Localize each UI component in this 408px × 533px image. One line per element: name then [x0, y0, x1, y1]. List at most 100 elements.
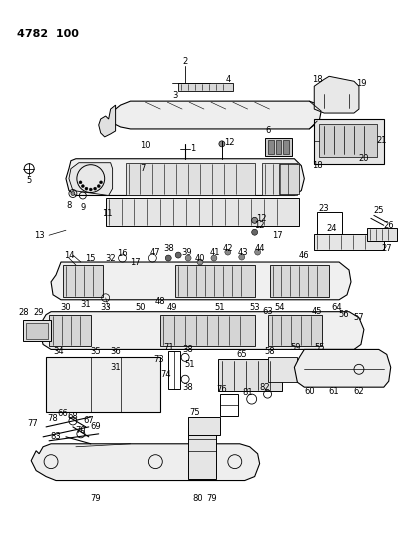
- Circle shape: [219, 141, 225, 147]
- Bar: [126, 163, 255, 196]
- Bar: [284, 140, 289, 154]
- Polygon shape: [66, 159, 304, 196]
- Polygon shape: [31, 444, 259, 481]
- Circle shape: [97, 184, 100, 188]
- Circle shape: [252, 229, 257, 235]
- Text: 11: 11: [102, 209, 113, 218]
- Bar: [175, 265, 255, 297]
- Text: 56: 56: [339, 310, 349, 319]
- Polygon shape: [99, 105, 115, 137]
- Text: 55: 55: [314, 343, 324, 352]
- Bar: [270, 265, 329, 297]
- Circle shape: [252, 217, 257, 223]
- Polygon shape: [69, 163, 113, 196]
- Text: 71: 71: [163, 343, 173, 352]
- Text: 12: 12: [256, 214, 267, 223]
- Text: 35: 35: [91, 347, 101, 356]
- Text: 74: 74: [160, 370, 171, 379]
- Text: 51: 51: [185, 360, 195, 369]
- Bar: [218, 359, 282, 391]
- Bar: [268, 314, 322, 346]
- Text: 4782  100: 4782 100: [17, 29, 79, 38]
- Text: 6: 6: [265, 126, 270, 135]
- Bar: [46, 358, 160, 412]
- Bar: [367, 228, 397, 241]
- Bar: [268, 140, 273, 154]
- Text: 51: 51: [215, 303, 225, 312]
- Text: 14: 14: [64, 251, 74, 260]
- Text: 4: 4: [225, 75, 231, 84]
- Circle shape: [175, 252, 181, 258]
- Text: 42: 42: [223, 244, 233, 253]
- Circle shape: [165, 255, 171, 261]
- Text: 29: 29: [34, 308, 44, 317]
- Text: 45: 45: [312, 307, 322, 316]
- Text: 39: 39: [181, 248, 191, 256]
- Text: 38: 38: [163, 244, 174, 253]
- Text: 19: 19: [356, 79, 366, 88]
- Text: 53: 53: [249, 303, 260, 312]
- Circle shape: [239, 254, 245, 260]
- Text: 40: 40: [195, 254, 205, 263]
- Polygon shape: [111, 101, 321, 129]
- Text: 62: 62: [354, 386, 364, 395]
- Text: 79: 79: [91, 494, 101, 503]
- Bar: [23, 320, 51, 342]
- Text: 43: 43: [237, 248, 248, 256]
- Text: 15: 15: [86, 254, 96, 263]
- Text: 63: 63: [262, 307, 273, 316]
- Text: 80: 80: [193, 494, 203, 503]
- Polygon shape: [295, 350, 391, 387]
- Text: 58: 58: [264, 347, 275, 356]
- Text: 76: 76: [217, 385, 227, 394]
- Bar: [314, 119, 384, 164]
- Text: 75: 75: [190, 408, 200, 416]
- Bar: [317, 212, 342, 234]
- Text: 69: 69: [91, 422, 101, 431]
- Text: 1: 1: [191, 144, 196, 154]
- Text: 78: 78: [48, 415, 58, 423]
- Text: 17: 17: [130, 257, 141, 266]
- Text: 46: 46: [299, 251, 310, 260]
- Text: 31: 31: [80, 300, 91, 309]
- Circle shape: [100, 181, 102, 184]
- Text: 68: 68: [67, 413, 78, 422]
- Text: 64: 64: [332, 303, 342, 312]
- Circle shape: [79, 181, 82, 184]
- Text: 83: 83: [51, 432, 61, 441]
- Bar: [168, 351, 180, 389]
- Text: 31: 31: [110, 363, 121, 372]
- Bar: [268, 358, 297, 382]
- Text: 36: 36: [110, 347, 121, 356]
- Bar: [106, 198, 299, 227]
- Bar: [262, 163, 297, 196]
- Text: 48: 48: [155, 297, 166, 306]
- Text: 24: 24: [327, 224, 337, 233]
- Bar: [188, 427, 216, 479]
- Bar: [178, 83, 233, 91]
- Bar: [314, 234, 384, 250]
- Text: 8: 8: [66, 201, 72, 210]
- Circle shape: [71, 191, 75, 196]
- Circle shape: [81, 184, 84, 188]
- Polygon shape: [314, 76, 359, 113]
- Bar: [63, 265, 103, 297]
- Text: 73: 73: [153, 355, 164, 364]
- Text: 38: 38: [183, 345, 193, 354]
- Bar: [319, 124, 377, 157]
- Text: 34: 34: [54, 347, 64, 356]
- Bar: [279, 164, 299, 195]
- Text: 66: 66: [58, 409, 69, 418]
- Text: 44: 44: [254, 244, 265, 253]
- Text: 18: 18: [312, 161, 323, 170]
- Bar: [220, 394, 238, 416]
- Text: 49: 49: [167, 303, 177, 312]
- Text: 65: 65: [236, 350, 247, 359]
- Text: 12: 12: [224, 139, 235, 147]
- Text: 17: 17: [272, 231, 283, 240]
- Text: 67: 67: [83, 416, 94, 425]
- Circle shape: [93, 187, 97, 190]
- Bar: [160, 314, 255, 346]
- Circle shape: [85, 187, 88, 190]
- Text: 28: 28: [18, 308, 29, 317]
